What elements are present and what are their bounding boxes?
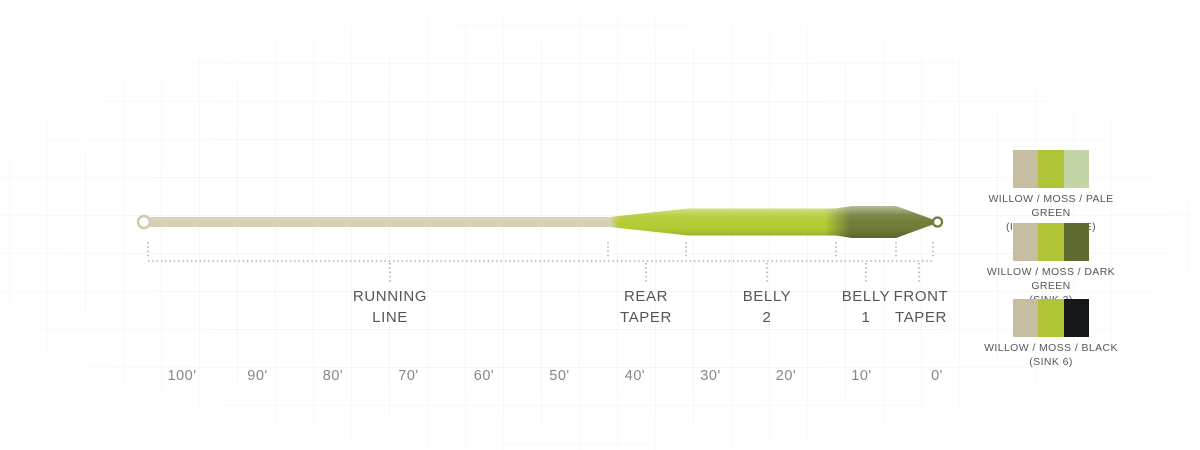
- swatch-group-willow-moss-dark-green: WILLOW / MOSS / DARK GREEN(SINK 3): [971, 223, 1131, 307]
- section-label-running-line: RUNNING LINE: [335, 286, 445, 328]
- swatch-caption-line1: WILLOW / MOSS / DARK GREEN: [986, 266, 1116, 292]
- swatch-group-willow-moss-pale-green: WILLOW / MOSS / PALE GREEN(INTERMEDIATE): [971, 150, 1131, 234]
- section-label-belly-2: BELLY 2: [712, 286, 822, 328]
- section-label-line2: LINE: [372, 309, 408, 326]
- axis-tick-label: 80': [322, 368, 344, 384]
- swatch-color-cell: [1013, 299, 1039, 337]
- axis-tick-label: 0': [931, 368, 943, 384]
- swatch-caption: WILLOW / MOSS / BLACK (SINK 6): [971, 341, 1131, 369]
- axis-tick-label: 40': [624, 368, 646, 384]
- section-label-rear-taper: REAR TAPER: [591, 286, 701, 328]
- swatch-color-cell: [1038, 150, 1064, 188]
- fly-line-shading: [150, 206, 933, 238]
- section-label-line2: 1: [861, 309, 871, 326]
- swatch-group-willow-moss-black: WILLOW / MOSS / BLACK (SINK 6): [971, 299, 1131, 369]
- section-label-line1: FRONT: [893, 288, 949, 305]
- swatch-color-cell: [1063, 299, 1089, 337]
- section-label-line1: RUNNING: [352, 288, 428, 305]
- section-label-line1: BELLY: [742, 288, 792, 305]
- axis-tick-label: 60': [473, 368, 495, 384]
- axis-tick-label: 90': [247, 368, 268, 384]
- swatch-color-cell: [1063, 223, 1089, 261]
- swatch-color-cell: [1063, 150, 1089, 188]
- axis-tick-label: 100': [167, 368, 197, 384]
- swatch-caption-line1: WILLOW / MOSS / PALE GREEN: [988, 193, 1114, 219]
- section-label-line1: REAR: [623, 288, 669, 305]
- section-label-line1: BELLY: [841, 288, 891, 305]
- axis-tick-label: 20': [775, 368, 797, 384]
- swatch-color-cell: [1013, 150, 1039, 188]
- section-label-line2: TAPER: [620, 309, 672, 326]
- section-label-line2: TAPER: [895, 309, 947, 326]
- measurement-bracket: [147, 242, 934, 284]
- swatch-row: [1013, 150, 1089, 188]
- axis-tick-label: 70': [398, 368, 419, 384]
- axis-tick-label: 10': [851, 368, 872, 384]
- section-label-front-taper: FRONT TAPER: [866, 286, 976, 328]
- swatch-color-cell: [1038, 223, 1064, 261]
- section-label-belly-1: BELLY 1: [811, 286, 921, 328]
- tip-loop-icon: [931, 216, 944, 228]
- swatch-color-cell: [1013, 223, 1039, 261]
- swatch-row: [1013, 299, 1089, 337]
- axis-tick-label: 50': [549, 368, 570, 384]
- swatch-row: [1013, 223, 1089, 261]
- swatch-caption-line2: (SINK 6): [1029, 356, 1073, 368]
- axis-tick-label: 30': [700, 368, 721, 384]
- swatch-caption-line1: WILLOW / MOSS / BLACK: [984, 342, 1118, 354]
- back-loop-icon: [136, 214, 152, 230]
- section-label-line2: 2: [762, 309, 772, 326]
- swatch-color-cell: [1038, 299, 1064, 337]
